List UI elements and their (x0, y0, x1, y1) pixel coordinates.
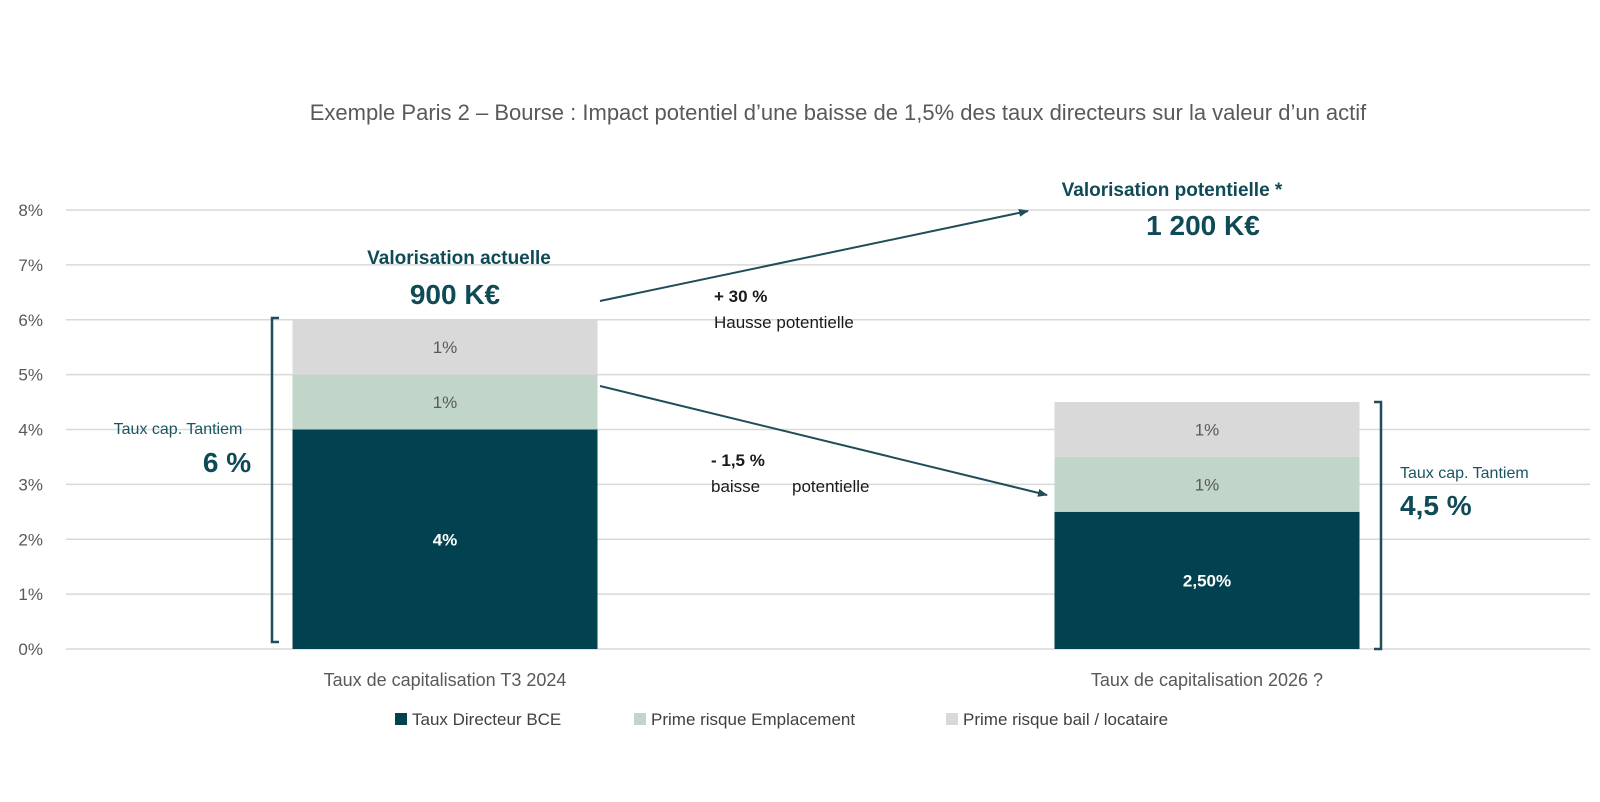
cap-rate-right-value: 4,5 % (1400, 490, 1472, 521)
legend-label: Taux Directeur BCE (412, 710, 561, 729)
rise-amount: + 30 % (714, 287, 767, 306)
cap-rate-right-label: Taux cap. Tantiem (1400, 465, 1529, 482)
cap-rate-right: Taux cap. Tantiem 4,5 % (1400, 465, 1529, 521)
y-tick-label: 2% (18, 530, 43, 549)
bar-segment-label: 1% (1195, 475, 1220, 494)
drop-annotation: - 1,5 % baisse potentielle (711, 451, 870, 496)
bar-segment (292, 319, 598, 375)
legend-label: Prime risque bail / locataire (963, 710, 1168, 729)
drop-text-a: baisse (711, 477, 760, 496)
y-tick-label: 8% (18, 201, 43, 220)
potential-valuation-heading: Valorisation potentielle * (1062, 180, 1283, 201)
potential-valuation-value: 1 200 K€ (1146, 210, 1260, 241)
stacked-bars: 4% 1% 1% 2,50% 1% 1% (292, 319, 1360, 649)
category-label: Taux de capitalisation T3 2024 (324, 670, 567, 690)
y-axis-ticks: 0% 1% 2% 3% 4% 5% 6% 7% 8% (18, 201, 43, 659)
bar-segment (1054, 456, 1360, 512)
chart-title: Exemple Paris 2 – Bourse : Impact potent… (310, 100, 1367, 125)
category-label: Taux de capitalisation 2026 ? (1091, 670, 1323, 690)
legend-label: Prime risque Emplacement (651, 710, 855, 729)
bar-segment-label: 4% (433, 530, 458, 549)
left-bracket (270, 316, 279, 644)
y-tick-label: 0% (18, 640, 43, 659)
right-bracket (1374, 400, 1383, 651)
cap-rate-left: Taux cap. Tantiem 6 % (114, 421, 252, 478)
bar-segment-label: 2,50% (1183, 571, 1231, 590)
legend-swatch (634, 713, 646, 725)
drop-amount: - 1,5 % (711, 451, 765, 470)
bar-segment (292, 374, 598, 430)
x-axis-categories: Taux de capitalisation T3 2024 Taux de ca… (324, 670, 1324, 690)
bar-segment-label: 1% (433, 393, 458, 412)
current-valuation-heading: Valorisation actuelle (367, 248, 551, 269)
current-valuation: Valorisation actuelle 900 K€ (367, 248, 551, 310)
y-tick-label: 5% (18, 366, 43, 385)
rise-annotation: + 30 % Hausse potentielle (714, 287, 854, 332)
y-tick-label: 1% (18, 585, 43, 604)
y-tick-label: 4% (18, 421, 43, 440)
y-tick-label: 6% (18, 311, 43, 330)
bar-segment (1054, 511, 1360, 649)
current-valuation-value: 900 K€ (410, 279, 501, 310)
legend: Taux Directeur BCE Prime risque Emplaceme… (395, 710, 1168, 729)
rise-arrow (599, 208, 1029, 302)
y-tick-label: 3% (18, 475, 43, 494)
cap-rate-left-label: Taux cap. Tantiem (114, 421, 243, 438)
legend-swatch (946, 713, 958, 725)
potential-valuation: Valorisation potentielle * 1 200 K€ (1062, 180, 1283, 241)
drop-text-b: potentielle (792, 477, 870, 496)
bar-segment (1054, 402, 1360, 457)
bar-segment-label: 1% (1195, 421, 1220, 440)
bar-segment-label: 1% (433, 338, 458, 357)
drop-arrow (599, 385, 1048, 497)
y-tick-label: 7% (18, 256, 43, 275)
rise-text: Hausse potentielle (714, 313, 854, 332)
legend-swatch (395, 713, 407, 725)
cap-rate-left-value: 6 % (203, 447, 251, 478)
bar-segment (292, 429, 598, 649)
